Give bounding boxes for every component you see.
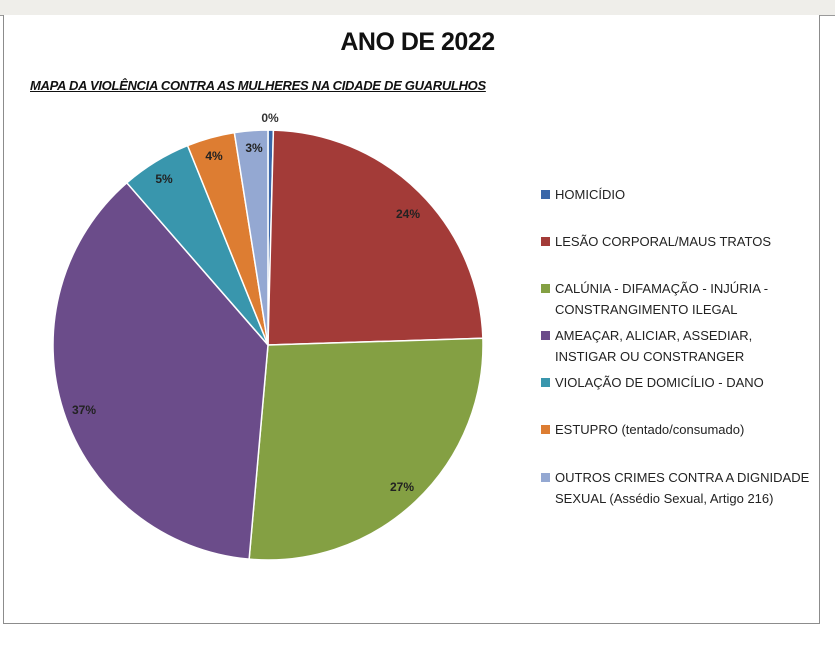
pie-slice-3 (52, 181, 269, 560)
data-label: 37% (72, 403, 96, 417)
chart-title: ANO DE 2022 (340, 28, 495, 56)
pie-slice-2 (248, 337, 484, 561)
legend-label: AMEAÇAR, ALICIAR, ASSEDIAR, INSTIGAR OU … (555, 328, 753, 364)
legend-item: OUTROS CRIMES CONTRA A DIGNIDADE SEXUAL … (541, 467, 809, 509)
legend-swatch (541, 331, 550, 340)
legend-item: ESTUPRO (tentado/consumado) (541, 419, 744, 440)
legend-label: ESTUPRO (tentado/consumado) (555, 422, 745, 437)
legend-swatch (541, 378, 550, 387)
data-label: 0% (261, 111, 279, 125)
data-label: 5% (155, 172, 173, 186)
legend-item: VIOLAÇÃO DE DOMICÍLIO - DANO (541, 372, 764, 393)
legend-label: CALÚNIA - DIFAMAÇÃO - INJÚRIA - CONSTRAN… (555, 281, 769, 317)
pie-slice-6 (233, 129, 269, 346)
legend-item: LESÃO CORPORAL/MAUS TRATOS (541, 231, 771, 252)
data-label: 27% (390, 480, 414, 494)
legend-swatch (541, 190, 550, 199)
legend-swatch (541, 284, 550, 293)
legend-swatch (541, 425, 550, 434)
legend-swatch (541, 237, 550, 246)
legend-swatch (541, 473, 550, 482)
legend-label: LESÃO CORPORAL/MAUS TRATOS (555, 234, 771, 249)
pie-slice-1 (267, 129, 484, 346)
legend-label: OUTROS CRIMES CONTRA A DIGNIDADE SEXUAL … (555, 470, 810, 506)
legend-item: HOMICÍDIO (541, 184, 625, 205)
legend-item: CALÚNIA - DIFAMAÇÃO - INJÚRIA - CONSTRAN… (541, 278, 768, 320)
data-label: 4% (205, 149, 223, 163)
legend-label: HOMICÍDIO (555, 187, 626, 202)
legend-label: VIOLAÇÃO DE DOMICÍLIO - DANO (555, 375, 764, 390)
chart-subtitle: MAPA DA VIOLÊNCIA CONTRA AS MULHERES NA … (30, 78, 486, 93)
data-label: 24% (396, 207, 420, 221)
data-label: 3% (245, 141, 263, 155)
legend-item: AMEAÇAR, ALICIAR, ASSEDIAR, INSTIGAR OU … (541, 325, 752, 367)
